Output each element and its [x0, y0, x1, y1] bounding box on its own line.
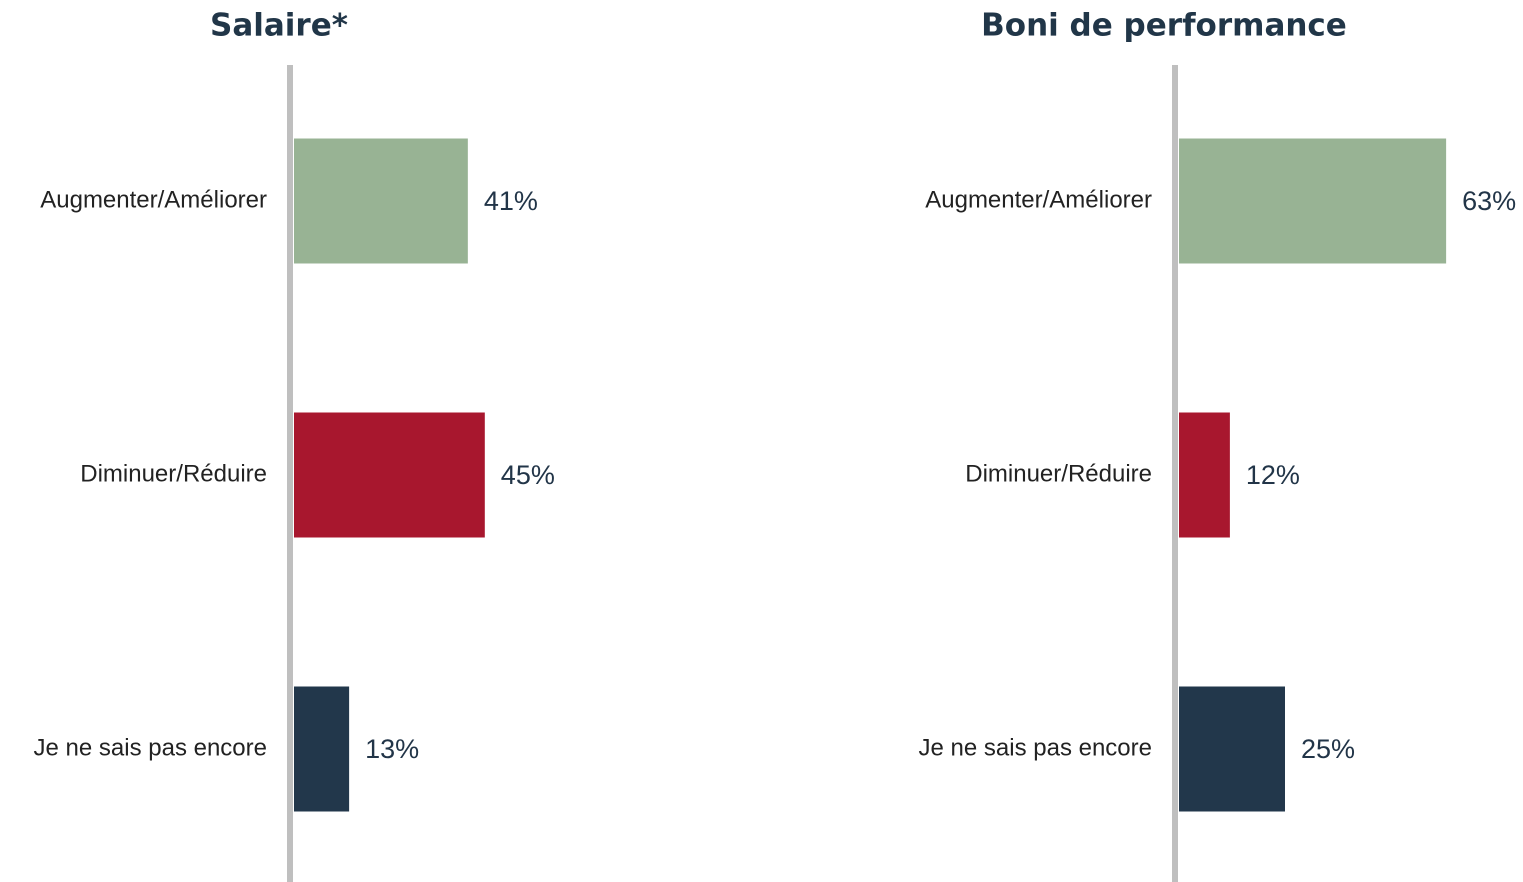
category-label: Augmenter/Améliorer	[40, 186, 267, 213]
bar	[294, 412, 485, 538]
category-label: Augmenter/Améliorer	[925, 186, 1152, 213]
value-label: 12%	[1246, 460, 1300, 490]
value-label: 25%	[1301, 734, 1355, 764]
chart-title: Boni de performance	[981, 8, 1347, 44]
chart-title: Salaire*	[210, 8, 348, 44]
category-label: Diminuer/Réduire	[80, 460, 267, 487]
bar	[1179, 686, 1285, 812]
category-label: Je ne sais pas encore	[919, 734, 1152, 761]
bar	[294, 138, 468, 264]
bar	[294, 686, 350, 812]
bar	[1179, 138, 1447, 264]
category-label: Je ne sais pas encore	[34, 734, 267, 761]
value-label: 63%	[1462, 186, 1516, 216]
category-label: Diminuer/Réduire	[965, 460, 1152, 487]
value-label: 13%	[365, 734, 419, 764]
value-label: 45%	[501, 460, 555, 490]
value-label: 41%	[484, 186, 538, 216]
bar	[1179, 412, 1230, 538]
